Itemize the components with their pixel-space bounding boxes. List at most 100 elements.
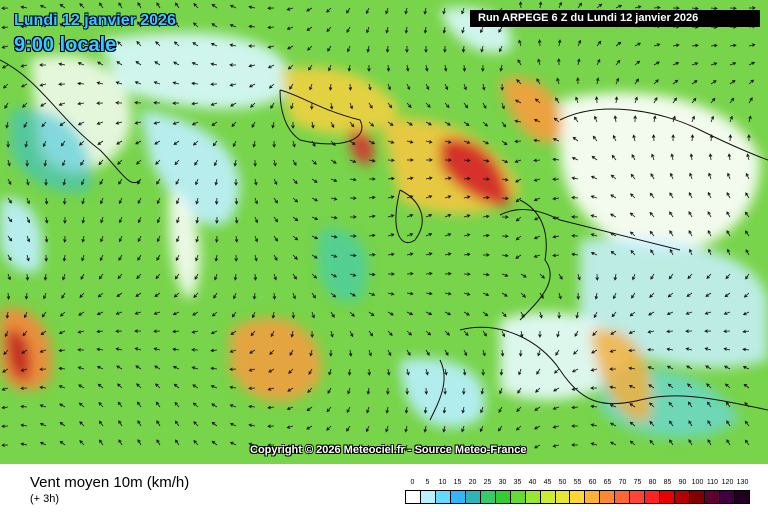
wind-arrow xyxy=(58,385,66,389)
wind-arrow xyxy=(647,366,655,370)
wind-arrow xyxy=(406,83,411,91)
wind-arrow xyxy=(480,387,485,395)
wind-arrow xyxy=(193,2,199,9)
wind-arrow xyxy=(368,195,376,200)
wind-arrow xyxy=(461,7,465,15)
wind-arrow xyxy=(368,214,376,219)
wind-arrow xyxy=(539,311,543,319)
wind-arrow xyxy=(590,442,598,446)
wind-arrow xyxy=(1,25,9,30)
wind-arrow xyxy=(406,271,414,276)
wind-arrow xyxy=(425,102,431,108)
wind-arrow xyxy=(672,115,676,123)
wind-arrow xyxy=(424,64,429,72)
wind-arrow xyxy=(482,83,486,91)
wind-arrow xyxy=(137,216,142,224)
wind-arrow xyxy=(571,215,579,219)
wind-arrow xyxy=(501,177,509,182)
legend-panel: Vent moyen 10m (km/h) (+ 3h) 0 5 10 15 20 25 3… xyxy=(0,464,768,512)
wind-arrow xyxy=(517,59,522,66)
wind-arrow xyxy=(346,444,351,451)
wind-arrow xyxy=(653,5,661,10)
wind-arrow xyxy=(308,368,313,375)
wind-arrow xyxy=(726,211,731,218)
wind-arrow xyxy=(7,178,12,186)
wind-arrow xyxy=(615,41,622,47)
wind-map[interactable]: Lundi 12 janvier 2026 9:00 locale Run AR… xyxy=(0,0,768,464)
wind-arrow xyxy=(273,216,279,223)
scale-label: 30 xyxy=(498,479,507,486)
wind-arrow xyxy=(154,140,161,145)
wind-arrow xyxy=(116,292,123,297)
wind-arrow xyxy=(155,383,161,389)
wind-arrow xyxy=(77,121,85,126)
wind-arrow xyxy=(572,136,579,142)
wind-arrow xyxy=(610,232,617,237)
wind-arrow xyxy=(595,273,599,281)
wind-arrow xyxy=(115,121,123,125)
wind-arrow xyxy=(100,216,104,224)
wind-arrow xyxy=(193,421,199,427)
wind-arrow xyxy=(514,159,522,163)
scale-swatch xyxy=(570,491,586,503)
wind-arrow xyxy=(134,121,142,125)
wind-arrow xyxy=(368,330,374,337)
wind-arrow xyxy=(649,402,655,408)
wind-arrow xyxy=(156,235,161,243)
wind-arrow xyxy=(115,311,123,315)
wind-arrow xyxy=(533,118,541,123)
wind-arrow xyxy=(577,2,583,9)
wind-arrow xyxy=(481,64,485,72)
wind-arrow xyxy=(366,387,371,395)
wind-arrow xyxy=(688,420,693,427)
wind-arrow xyxy=(501,140,508,146)
wind-arrow xyxy=(229,441,237,446)
wind-arrow xyxy=(1,6,9,10)
wind-arrow xyxy=(347,387,351,395)
wind-arrow xyxy=(708,172,712,180)
wind-arrow xyxy=(707,211,712,218)
wind-arrow xyxy=(40,102,47,107)
wind-arrow xyxy=(577,273,581,281)
wind-arrow xyxy=(497,444,503,451)
scale-swatch xyxy=(495,491,511,503)
wind-arrow xyxy=(634,78,639,85)
scale-swatch xyxy=(690,491,706,503)
wind-arrow xyxy=(154,365,161,370)
wind-arrow xyxy=(553,387,560,392)
wind-arrow xyxy=(706,383,712,389)
wind-arrow xyxy=(553,117,560,123)
wind-arrow xyxy=(156,197,161,205)
wind-arrow xyxy=(287,64,294,70)
wind-arrow xyxy=(115,101,123,105)
wind-arrow xyxy=(250,102,256,108)
wind-arrow xyxy=(387,311,394,316)
wind-arrow xyxy=(230,330,237,335)
scale-swatch xyxy=(555,491,571,503)
wind-arrow xyxy=(707,401,712,408)
scale-swatch xyxy=(435,491,451,503)
wind-arrow xyxy=(671,134,675,142)
wind-arrow xyxy=(552,177,560,181)
wind-arrow xyxy=(594,115,598,123)
wind-arrow xyxy=(308,64,313,71)
wind-arrow xyxy=(387,176,395,181)
scale-swatch xyxy=(615,491,631,503)
wind-arrow xyxy=(482,330,487,337)
scale-label: 130 xyxy=(736,479,749,486)
wind-arrow xyxy=(58,82,66,86)
wind-arrow xyxy=(172,121,180,125)
wind-arrow xyxy=(20,386,28,391)
wind-arrow xyxy=(482,233,490,238)
wind-arrow xyxy=(116,140,123,145)
wind-arrow xyxy=(516,406,522,412)
wind-arrow xyxy=(311,292,316,299)
wind-arrow xyxy=(533,158,541,163)
wind-arrow xyxy=(230,102,237,107)
wind-arrow xyxy=(98,273,104,280)
wind-arrow xyxy=(58,102,66,106)
scale-label: 5 xyxy=(425,479,430,486)
wind-arrow xyxy=(329,349,333,357)
wind-arrow xyxy=(533,178,541,182)
wind-arrow xyxy=(229,349,237,353)
